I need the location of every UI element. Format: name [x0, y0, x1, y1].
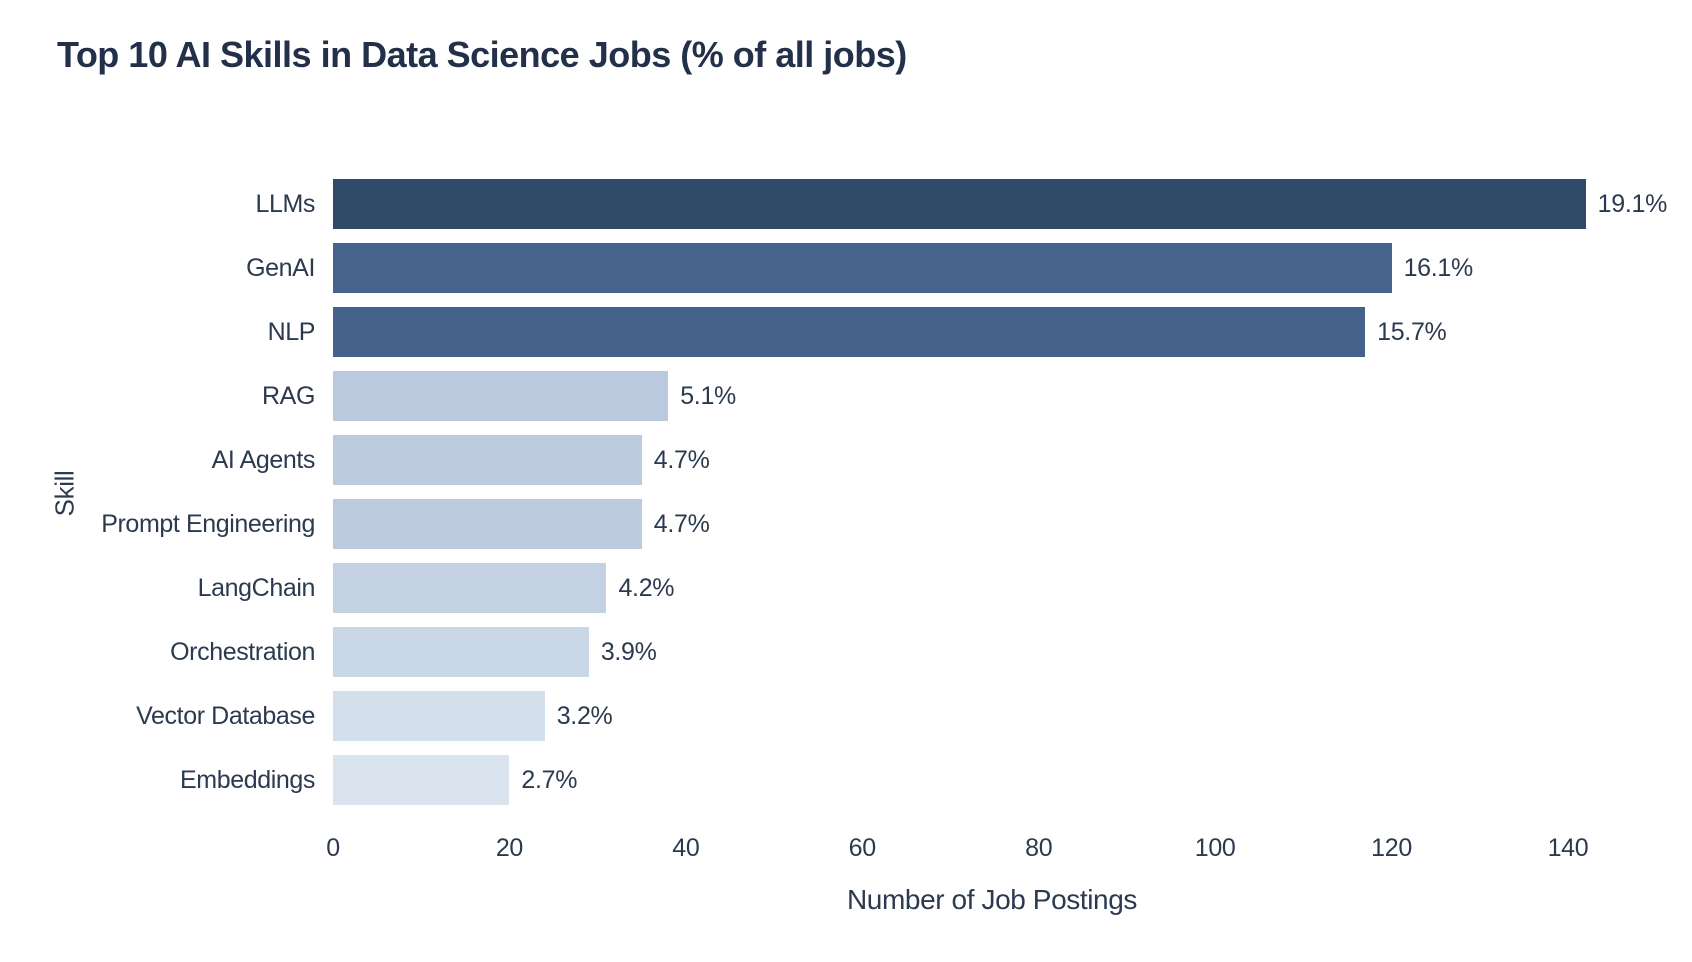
y-axis-title: Skill	[49, 470, 80, 517]
x-tick-label: 100	[1194, 834, 1236, 862]
value-label: 15.7%	[1377, 318, 1447, 346]
bar-row: Embeddings 2.7%	[0, 755, 1692, 805]
value-label: 16.1%	[1403, 254, 1474, 282]
bar	[333, 691, 545, 741]
bar	[333, 179, 1586, 229]
category-label: Embeddings	[180, 766, 315, 794]
value-label: 4.2%	[618, 574, 675, 602]
bar	[333, 499, 642, 549]
bar	[333, 243, 1392, 293]
x-tick-label: 140	[1547, 834, 1589, 862]
bar-row: AI Agents 4.7%	[0, 435, 1692, 485]
bar-row: Prompt Engineering 4.7%	[0, 499, 1692, 549]
x-tick-label: 0	[326, 834, 340, 862]
bar-row: RAG 5.1%	[0, 371, 1692, 421]
value-label: 5.1%	[680, 382, 736, 410]
bar-row: GenAI 16.1%	[0, 243, 1692, 293]
bar	[333, 371, 669, 421]
bar-row: LangChain 4.2%	[0, 563, 1692, 613]
category-label: GenAI	[246, 254, 315, 282]
x-tick-label: 20	[495, 834, 524, 862]
value-label: 4.7%	[653, 510, 710, 538]
category-label: NLP	[267, 318, 316, 346]
bar	[333, 435, 642, 485]
value-label: 3.2%	[556, 702, 613, 730]
category-label: LangChain	[197, 574, 316, 602]
value-label: 2.7%	[521, 766, 578, 794]
chart-title: Top 10 AI Skills in Data Science Jobs (%…	[57, 34, 907, 75]
bar-row: Orchestration 3.9%	[0, 627, 1692, 677]
category-label: RAG	[262, 382, 315, 410]
category-label: Orchestration	[170, 638, 315, 666]
x-tick-label: 40	[672, 834, 700, 862]
bar-row: Vector Database 3.2%	[0, 691, 1692, 741]
category-label: Vector Database	[136, 702, 315, 730]
category-label: Prompt Engineering	[101, 510, 315, 538]
bar-row: LLMs 19.1%	[0, 179, 1692, 229]
value-label: 4.7%	[653, 446, 710, 474]
category-label: AI Agents	[211, 446, 316, 474]
bar	[333, 563, 607, 613]
value-label: 19.1%	[1597, 190, 1668, 218]
bar-row: NLP 15.7%	[0, 307, 1692, 357]
x-tick-label: 120	[1371, 834, 1412, 862]
value-label: 3.9%	[600, 638, 657, 666]
category-label: LLMs	[255, 190, 315, 218]
bar	[333, 627, 589, 677]
x-tick-label: 80	[1025, 834, 1053, 862]
bar	[333, 755, 510, 805]
bar	[333, 307, 1366, 357]
x-axis-title: Number of Job Postings	[846, 884, 1137, 915]
x-tick-label: 60	[848, 834, 877, 862]
